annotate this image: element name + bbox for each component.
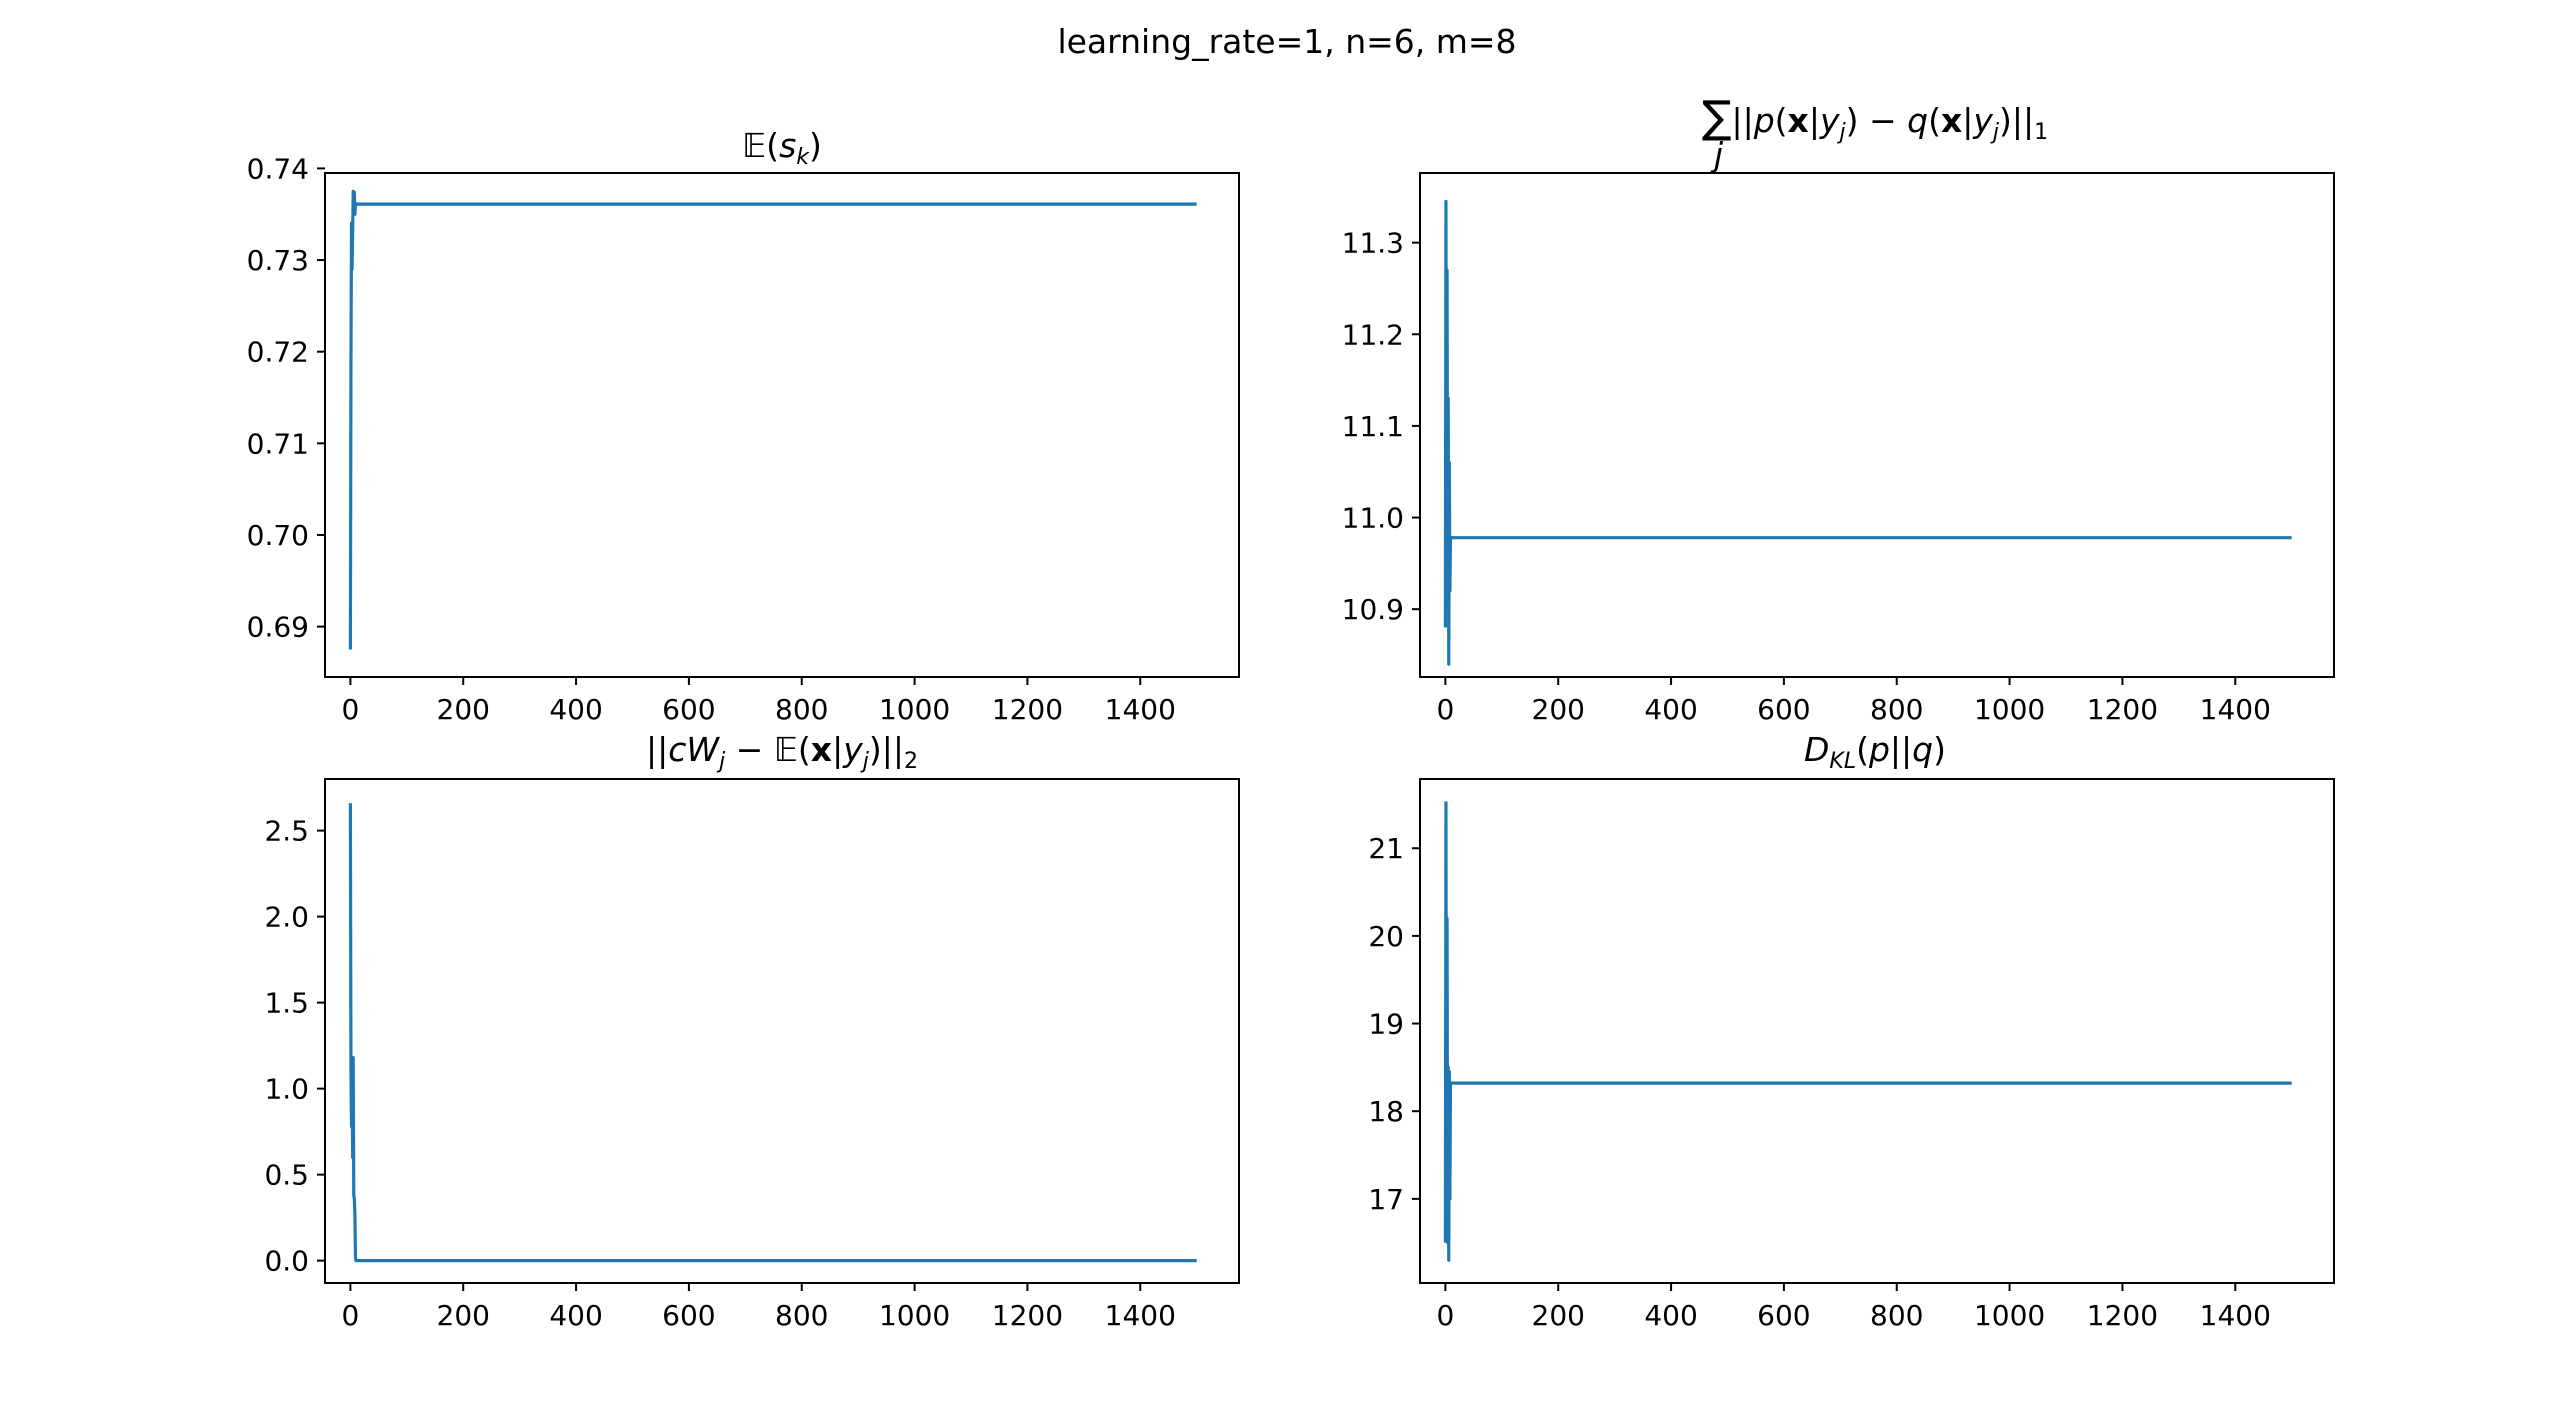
x-tick-label: 1000 (879, 1299, 950, 1332)
x-tick-label: 400 (1644, 1299, 1697, 1332)
x-tick-label: 0 (1436, 693, 1454, 726)
x-tick-label: 400 (549, 693, 602, 726)
subplot-title-sum-index: j (1710, 135, 1724, 174)
y-tick-label: 0.72 (247, 336, 309, 369)
x-tick-label: 1200 (2087, 1299, 2158, 1332)
y-tick-label: 10.9 (1342, 593, 1404, 626)
x-tick-label: 200 (1532, 693, 1585, 726)
y-tick-label: 21 (1368, 832, 1404, 865)
axes-frame (324, 172, 1240, 678)
x-tick-label: 1400 (1105, 1299, 1176, 1332)
x-tick-label: 400 (549, 1299, 602, 1332)
y-tick-label: 11.3 (1342, 227, 1404, 260)
x-tick-label: 800 (1870, 693, 1923, 726)
y-tick-label: 2.5 (264, 815, 309, 848)
x-tick-label: 200 (437, 693, 490, 726)
series-line (348, 803, 1197, 1263)
x-tick-label: 600 (662, 1299, 715, 1332)
y-tick-label: 2.0 (264, 901, 309, 934)
y-tick-label: 20 (1368, 920, 1404, 953)
y-tick-label: 0.0 (264, 1245, 309, 1278)
x-tick-label: 0 (341, 1299, 359, 1332)
subplot-cw-distance: ||cWj − 𝔼(x|yj)||2 0 200 400 600 800 1000 1200… (264, 730, 1240, 1332)
y-tick-label: 0.5 (264, 1159, 309, 1192)
y-tick-label: 11.2 (1342, 318, 1404, 351)
axes-frame (1419, 778, 2335, 1284)
x-tick-label: 800 (775, 1299, 828, 1332)
x-tick-label: 600 (662, 693, 715, 726)
y-tick-label: 0.70 (247, 519, 309, 552)
x-tick-label: 800 (1870, 1299, 1923, 1332)
x-tick-label: 1000 (1974, 693, 2045, 726)
y-tick-label: 0.73 (247, 244, 309, 277)
x-tick-label: 400 (1644, 693, 1697, 726)
y-tick-label: 11.0 (1342, 502, 1404, 535)
x-tick-label: 600 (1757, 693, 1810, 726)
x-tick-label: 0 (1436, 1299, 1454, 1332)
x-tick-label: 1200 (992, 693, 1063, 726)
subplot-title-kl-divergence: DKL(p||q) (1804, 730, 1946, 774)
y-tick-label: 1.5 (264, 987, 309, 1020)
subplot-title-expected-sk: 𝔼(sk) (742, 126, 822, 170)
x-tick-label: 1400 (1105, 693, 1176, 726)
y-tick-label: 18 (1368, 1095, 1404, 1128)
y-tick-label: 0.74 (247, 152, 309, 185)
subplot-title-sum-l1-distance: ∑||p(x|yj) − q(x|yj)||1 (1702, 92, 2048, 145)
subplot-kl-divergence: DKL(p||q) 0 200 400 600 800 1000 1200 1400 17 18 1… (1368, 730, 2335, 1332)
x-tick-label: 1000 (879, 693, 950, 726)
x-tick-label: 1400 (2200, 693, 2271, 726)
subplot-title-cw-distance: ||cWj − 𝔼(x|yj)||2 (646, 730, 918, 774)
x-tick-label: 200 (1532, 1299, 1585, 1332)
x-tick-label: 1400 (2200, 1299, 2271, 1332)
series-line (1443, 801, 2292, 1262)
series-line (348, 189, 1197, 650)
series-line (1443, 199, 2292, 666)
x-tick-label: 1200 (2087, 693, 2158, 726)
y-tick-label: 0.69 (247, 611, 309, 644)
y-tick-label: 0.71 (247, 427, 309, 460)
x-tick-label: 600 (1757, 1299, 1810, 1332)
x-tick-label: 800 (775, 693, 828, 726)
y-tick-label: 17 (1368, 1183, 1404, 1216)
y-tick-label: 19 (1368, 1008, 1404, 1041)
x-tick-label: 0 (341, 693, 359, 726)
subplot-sum-l1-distance: ∑||p(x|yj) − q(x|yj)||1 j 0 200 400 600 800 1… (1342, 92, 2335, 726)
subplot-expected-sk: 𝔼(sk) 0 200 400 600 800 1000 1200 1400 0.69 0.70 0… (247, 126, 1240, 726)
figure-suptitle: learning_rate=1, n=6, m=8 (1057, 22, 1516, 61)
x-tick-label: 1200 (992, 1299, 1063, 1332)
axes-frame (324, 778, 1240, 1284)
x-tick-label: 1000 (1974, 1299, 2045, 1332)
y-tick-label: 1.0 (264, 1073, 309, 1106)
axes-frame (1419, 172, 2335, 678)
x-tick-label: 200 (437, 1299, 490, 1332)
y-tick-label: 11.1 (1342, 410, 1404, 443)
